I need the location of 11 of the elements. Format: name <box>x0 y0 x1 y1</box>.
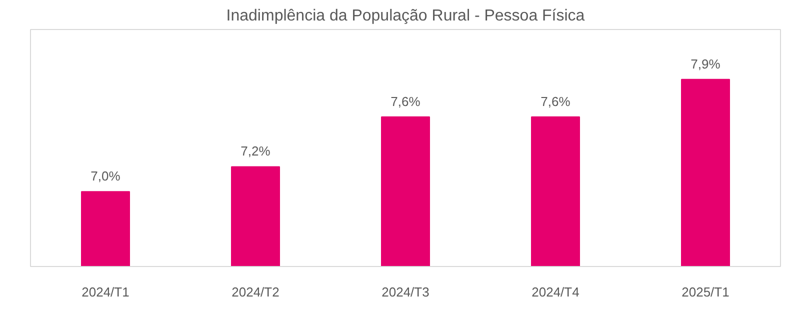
data-label: 7,9% <box>690 56 721 72</box>
x-tick-label: 2024/T1 <box>82 284 130 300</box>
data-label: 7,6% <box>540 94 571 109</box>
chart-title: Inadimplência da População Rural - Pessoa Física <box>226 8 585 24</box>
x-tick-label: 2024/T4 <box>532 284 580 300</box>
data-label: 7,0% <box>90 168 121 184</box>
x-tick-label: 2024/T2 <box>232 284 280 300</box>
x-tick-label: 2025/T1 <box>682 284 730 300</box>
x-tick-label: 2024/T3 <box>382 284 430 300</box>
data-label: 7,2% <box>240 144 271 159</box>
data-label: 7,6% <box>390 94 421 109</box>
